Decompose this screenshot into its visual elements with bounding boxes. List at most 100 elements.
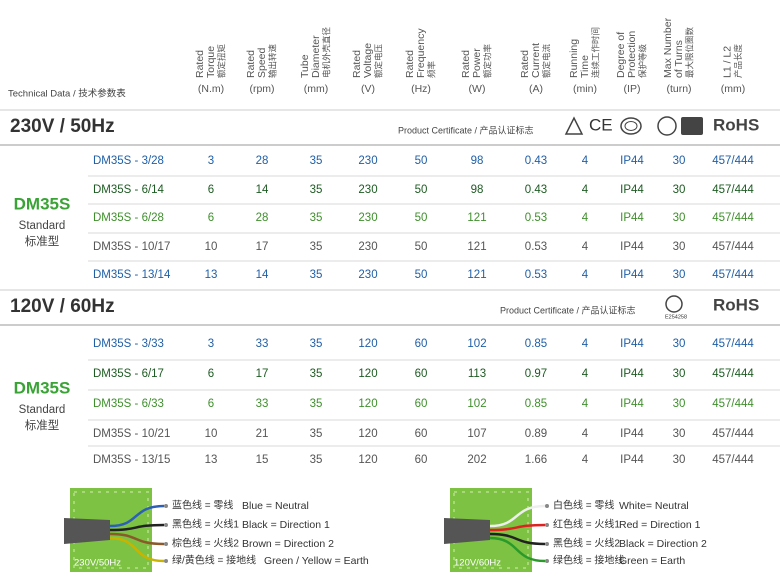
table-cell: 30 — [673, 212, 686, 224]
table-cell: 4 — [582, 184, 589, 196]
model-name: DM35S - 6/28 — [93, 212, 164, 224]
wiring-label: 120V/60Hz — [454, 558, 501, 569]
table-cell: 17 — [256, 368, 269, 380]
wire-label-zh: 绿色线 = 接地线 — [553, 554, 624, 567]
table-cell: 14 — [256, 184, 269, 196]
model-name: DM35S - 3/33 — [93, 338, 164, 350]
table-cell: 4 — [582, 241, 589, 253]
wire — [109, 504, 165, 528]
table-cell: IP44 — [620, 454, 644, 466]
column-header: Torque — [205, 46, 217, 78]
table-cell: 14 — [256, 269, 269, 281]
ccc-logo — [620, 117, 642, 135]
table-cell: 4 — [582, 212, 589, 224]
column-header: 最大限位圈数 — [684, 26, 694, 78]
table-cell: 50 — [415, 241, 428, 253]
table-label: Technical Data / 技术参数表 — [8, 88, 126, 100]
table-cell: 4 — [582, 398, 589, 410]
group-line: 标准型 — [25, 234, 60, 248]
column-unit: (N.m) — [198, 83, 224, 95]
tuv-logo — [564, 116, 584, 135]
wire-label-en: Black = Direction 1 — [242, 519, 330, 531]
table-cell: 10 — [205, 428, 218, 440]
wire-end — [164, 559, 168, 563]
table-cell: 0.53 — [525, 241, 547, 253]
group-name: DM35S — [14, 378, 71, 397]
table-cell: 35 — [310, 338, 323, 350]
column-header: Rated — [194, 50, 206, 78]
table-cell: 35 — [310, 212, 323, 224]
table-cell: 50 — [415, 155, 428, 167]
column-header: 电机外壳直径 — [321, 26, 331, 78]
table-cell: 457/444 — [712, 155, 754, 167]
table-cell: 230 — [358, 155, 377, 167]
column-header: Speed — [256, 47, 268, 78]
table-cell: 102 — [467, 398, 486, 410]
column-unit: (A) — [529, 83, 543, 95]
group-line: 标准型 — [25, 418, 60, 432]
table-cell: 457/444 — [712, 184, 754, 196]
ul-number: E254258 — [665, 314, 687, 320]
wire-label-en: Blue = Neutral — [242, 500, 309, 512]
table-cell: IP44 — [620, 338, 644, 350]
wire-end — [164, 504, 168, 508]
rohs-logo: RoHS — [713, 115, 759, 134]
gs-logo — [681, 117, 703, 135]
table-cell: 457/444 — [712, 368, 754, 380]
wire-end — [545, 504, 549, 508]
table-cell: 4 — [582, 428, 589, 440]
table-cell: 113 — [468, 368, 486, 380]
wiring-box-texture — [453, 491, 529, 569]
column-unit: (min) — [573, 83, 597, 95]
table-cell: 98 — [471, 184, 484, 196]
wire — [109, 536, 165, 563]
table-cell: 35 — [310, 398, 323, 410]
table-cell: 4 — [582, 269, 589, 281]
column-header: Rated — [404, 50, 416, 78]
model-name: DM35S - 13/15 — [93, 454, 170, 466]
table-cell: 4 — [582, 155, 589, 167]
ul-logo — [665, 295, 683, 313]
table-cell: 60 — [415, 454, 428, 466]
column-header: Rated — [519, 50, 531, 78]
table-cell: 28 — [256, 212, 269, 224]
column-header: Max Number — [662, 17, 674, 78]
table-cell: 0.85 — [525, 338, 547, 350]
table-cell: 60 — [415, 398, 428, 410]
table-cell: 121 — [467, 212, 486, 224]
wire — [489, 532, 546, 546]
table-cell: 30 — [673, 155, 686, 167]
table-cell: 107 — [467, 428, 486, 440]
table-cell: 102 — [467, 338, 486, 350]
table-cell: IP44 — [620, 212, 644, 224]
table-cell: 30 — [673, 428, 686, 440]
table-cell: 50 — [415, 212, 428, 224]
column-unit: (rpm) — [249, 83, 274, 95]
ce-logo: CE — [589, 115, 613, 134]
table-cell: 30 — [673, 368, 686, 380]
table-cell: 33 — [256, 398, 269, 410]
column-unit: (Hz) — [411, 83, 431, 95]
wire-label-zh: 黑色线 = 火线1 — [172, 518, 239, 531]
certificate-label: Product Certificate / 产品认证标志 — [500, 304, 636, 315]
wire-label-zh: 黑色线 = 火线2 — [553, 537, 620, 550]
table-cell: 121 — [467, 269, 486, 281]
wiring-label: 230V/50Hz — [74, 558, 121, 569]
column-unit: (V) — [361, 83, 375, 95]
wiring-box-texture — [73, 491, 149, 569]
table-cell: 35 — [310, 155, 323, 167]
column-header: 连续工作时间 — [590, 27, 600, 78]
table-cell: 457/444 — [712, 338, 754, 350]
table-cell: 30 — [673, 184, 686, 196]
table-cell: 50 — [415, 184, 428, 196]
table-cell: 457/444 — [712, 454, 754, 466]
ccc-logo-inner — [624, 121, 638, 131]
wire-label-zh: 白色线 = 零线 — [553, 499, 614, 512]
column-header: 额定功率 — [482, 43, 492, 78]
section-title: 230V / 50Hz — [10, 116, 115, 137]
table-cell: IP44 — [620, 269, 644, 281]
wire — [489, 523, 546, 532]
table-cell: 120 — [358, 454, 377, 466]
table-cell: 6 — [208, 212, 214, 224]
group-line: Standard — [19, 220, 66, 232]
